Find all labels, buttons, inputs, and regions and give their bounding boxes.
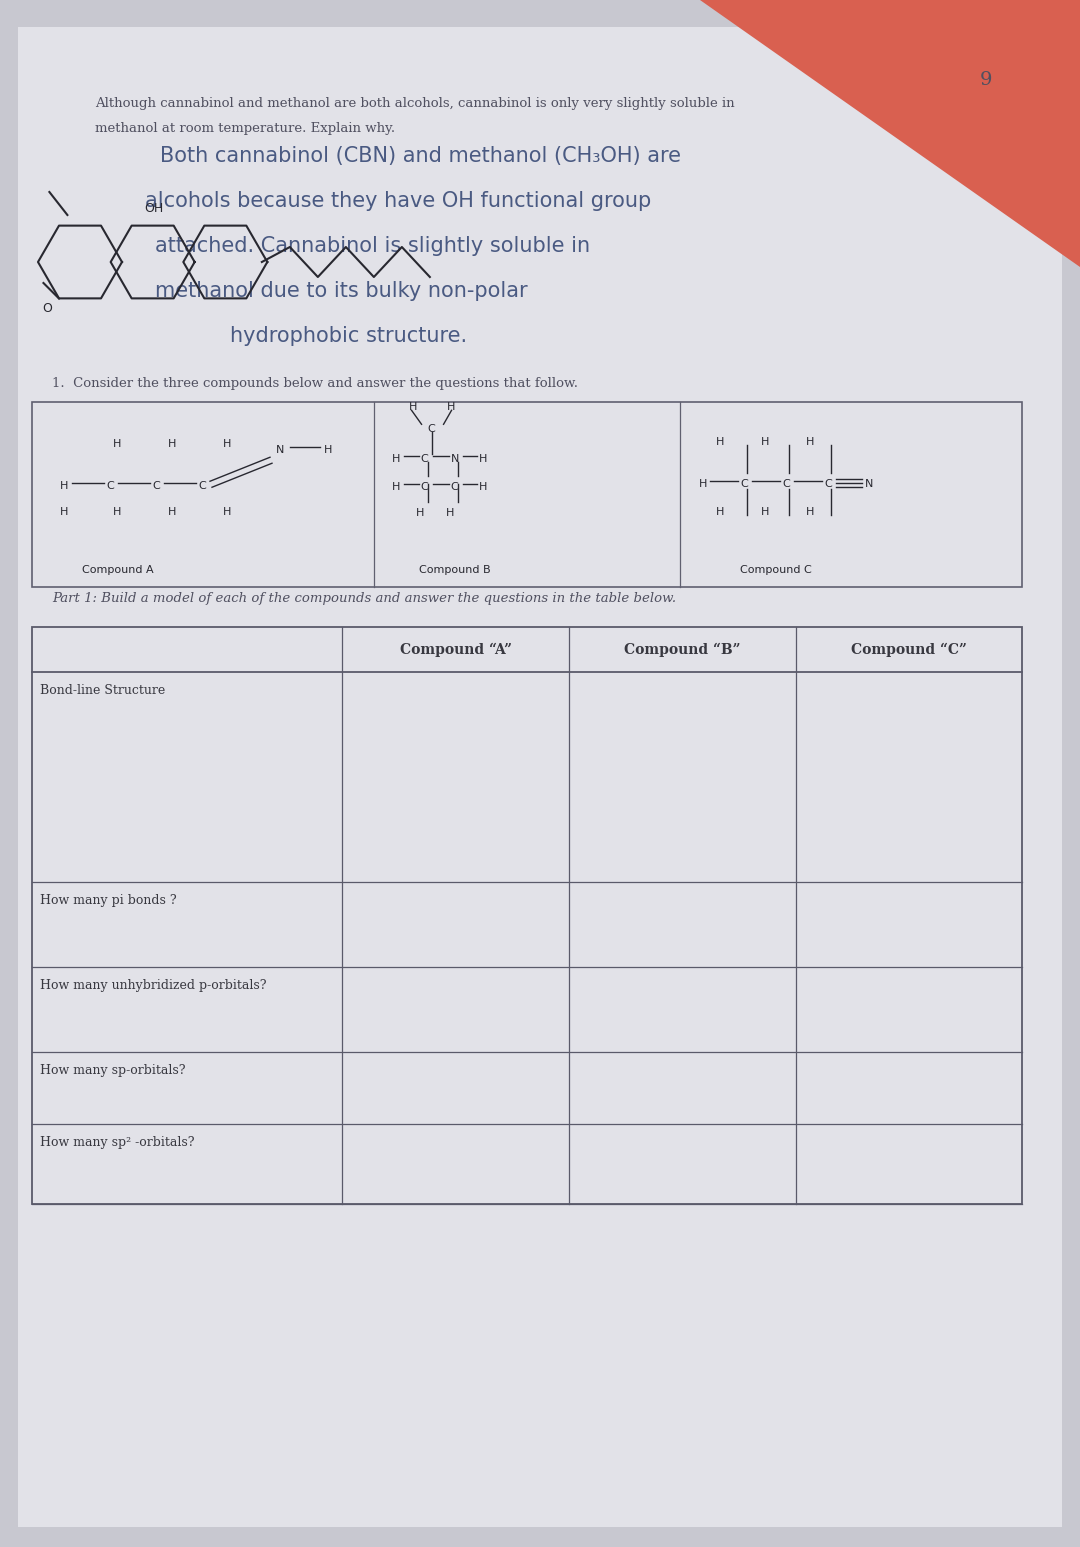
Text: H: H bbox=[112, 507, 121, 517]
Text: Compound “A”: Compound “A” bbox=[400, 642, 512, 656]
Text: H: H bbox=[324, 446, 333, 455]
Text: Compound A: Compound A bbox=[82, 565, 153, 575]
Text: Compound “C”: Compound “C” bbox=[851, 642, 967, 656]
Text: H: H bbox=[807, 507, 814, 517]
Text: H: H bbox=[60, 507, 68, 517]
Text: O: O bbox=[42, 302, 52, 316]
Text: C: C bbox=[420, 483, 429, 492]
Text: How many pi bonds ?: How many pi bonds ? bbox=[40, 894, 177, 907]
Text: H: H bbox=[446, 509, 455, 518]
Text: H: H bbox=[222, 507, 231, 517]
Text: Compound B: Compound B bbox=[419, 565, 490, 575]
Text: H: H bbox=[447, 402, 456, 413]
Text: C: C bbox=[782, 480, 791, 489]
Text: methanol due to its bulky non-polar: methanol due to its bulky non-polar bbox=[156, 282, 528, 302]
Text: C: C bbox=[450, 483, 458, 492]
Text: H: H bbox=[60, 481, 68, 492]
Text: How many sp-orbitals?: How many sp-orbitals? bbox=[40, 1064, 186, 1077]
Text: Compound “B”: Compound “B” bbox=[624, 642, 741, 656]
Text: H: H bbox=[167, 507, 176, 517]
Text: Although cannabinol and methanol are both alcohols, cannabinol is only very slig: Although cannabinol and methanol are bot… bbox=[95, 97, 734, 110]
Text: C: C bbox=[428, 424, 435, 435]
Text: hydrophobic structure.: hydrophobic structure. bbox=[230, 326, 468, 347]
Text: C: C bbox=[420, 455, 429, 464]
Text: C: C bbox=[106, 481, 113, 492]
Text: H: H bbox=[112, 439, 121, 449]
Text: H: H bbox=[392, 483, 400, 492]
Text: OH: OH bbox=[145, 203, 164, 215]
Text: H: H bbox=[417, 509, 424, 518]
Text: How many unhybridized p-orbitals?: How many unhybridized p-orbitals? bbox=[40, 979, 267, 992]
Text: alcohols because they have OH functional group: alcohols because they have OH functional… bbox=[145, 190, 651, 210]
Text: H: H bbox=[699, 480, 706, 489]
Text: methanol at room temperature. Explain why.: methanol at room temperature. Explain wh… bbox=[95, 122, 395, 135]
Text: H: H bbox=[716, 438, 725, 447]
Text: 1.  Consider the three compounds below and answer the questions that follow.: 1. Consider the three compounds below an… bbox=[52, 377, 578, 390]
Text: 9: 9 bbox=[980, 71, 993, 90]
Text: H: H bbox=[807, 438, 814, 447]
Text: H: H bbox=[222, 439, 231, 449]
Text: C: C bbox=[198, 481, 206, 492]
Text: C: C bbox=[152, 481, 160, 492]
Text: H: H bbox=[167, 439, 176, 449]
Text: N: N bbox=[864, 480, 873, 489]
Text: H: H bbox=[478, 455, 487, 464]
Text: H: H bbox=[761, 507, 770, 517]
Bar bbox=[32, 627, 1022, 1204]
Bar bbox=[32, 402, 1022, 586]
Text: H: H bbox=[409, 402, 418, 413]
Text: N: N bbox=[275, 446, 284, 455]
Text: Compound C: Compound C bbox=[741, 565, 812, 575]
Text: Bond-line Structure: Bond-line Structure bbox=[40, 684, 165, 698]
Text: Part 1: Build a model of each of the compounds and answer the questions in the t: Part 1: Build a model of each of the com… bbox=[52, 593, 676, 605]
Text: H: H bbox=[478, 483, 487, 492]
Text: Both cannabinol (CBN) and methanol (CH₃OH) are: Both cannabinol (CBN) and methanol (CH₃O… bbox=[160, 145, 681, 166]
Text: attached. Cannabinol is slightly soluble in: attached. Cannabinol is slightly soluble… bbox=[156, 237, 590, 255]
Text: H: H bbox=[716, 507, 725, 517]
Text: C: C bbox=[824, 480, 833, 489]
Text: N: N bbox=[450, 455, 459, 464]
Text: How many sp² -orbitals?: How many sp² -orbitals? bbox=[40, 1135, 194, 1149]
Polygon shape bbox=[700, 0, 1080, 268]
Text: C: C bbox=[741, 480, 748, 489]
Text: H: H bbox=[392, 455, 400, 464]
Text: H: H bbox=[761, 438, 770, 447]
